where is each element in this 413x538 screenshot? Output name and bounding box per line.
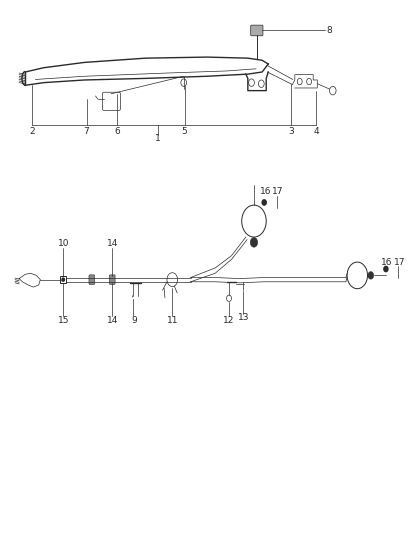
Circle shape [250, 238, 257, 247]
Circle shape [62, 278, 64, 281]
Text: 8: 8 [326, 26, 332, 35]
Circle shape [383, 266, 387, 272]
Text: 17: 17 [393, 258, 404, 266]
Text: 12: 12 [223, 316, 234, 324]
FancyBboxPatch shape [250, 25, 262, 36]
Text: 11: 11 [166, 316, 178, 324]
Text: 2: 2 [29, 127, 35, 136]
Text: 5: 5 [181, 127, 187, 136]
Text: 13: 13 [237, 314, 249, 322]
FancyBboxPatch shape [89, 275, 95, 285]
Text: 14: 14 [106, 239, 118, 248]
Text: 4: 4 [313, 127, 318, 136]
Text: 9: 9 [131, 316, 137, 324]
Text: 16: 16 [259, 187, 271, 196]
Text: 14: 14 [106, 316, 118, 324]
Text: 6: 6 [114, 127, 120, 136]
Text: 10: 10 [57, 239, 69, 248]
Text: 3: 3 [287, 127, 293, 136]
Text: 17: 17 [271, 187, 283, 196]
Text: 15: 15 [57, 316, 69, 324]
Circle shape [261, 200, 266, 205]
Text: 1: 1 [155, 134, 161, 143]
Text: 16: 16 [380, 258, 392, 266]
Circle shape [367, 272, 373, 279]
Text: 7: 7 [83, 127, 89, 136]
FancyBboxPatch shape [109, 275, 115, 285]
